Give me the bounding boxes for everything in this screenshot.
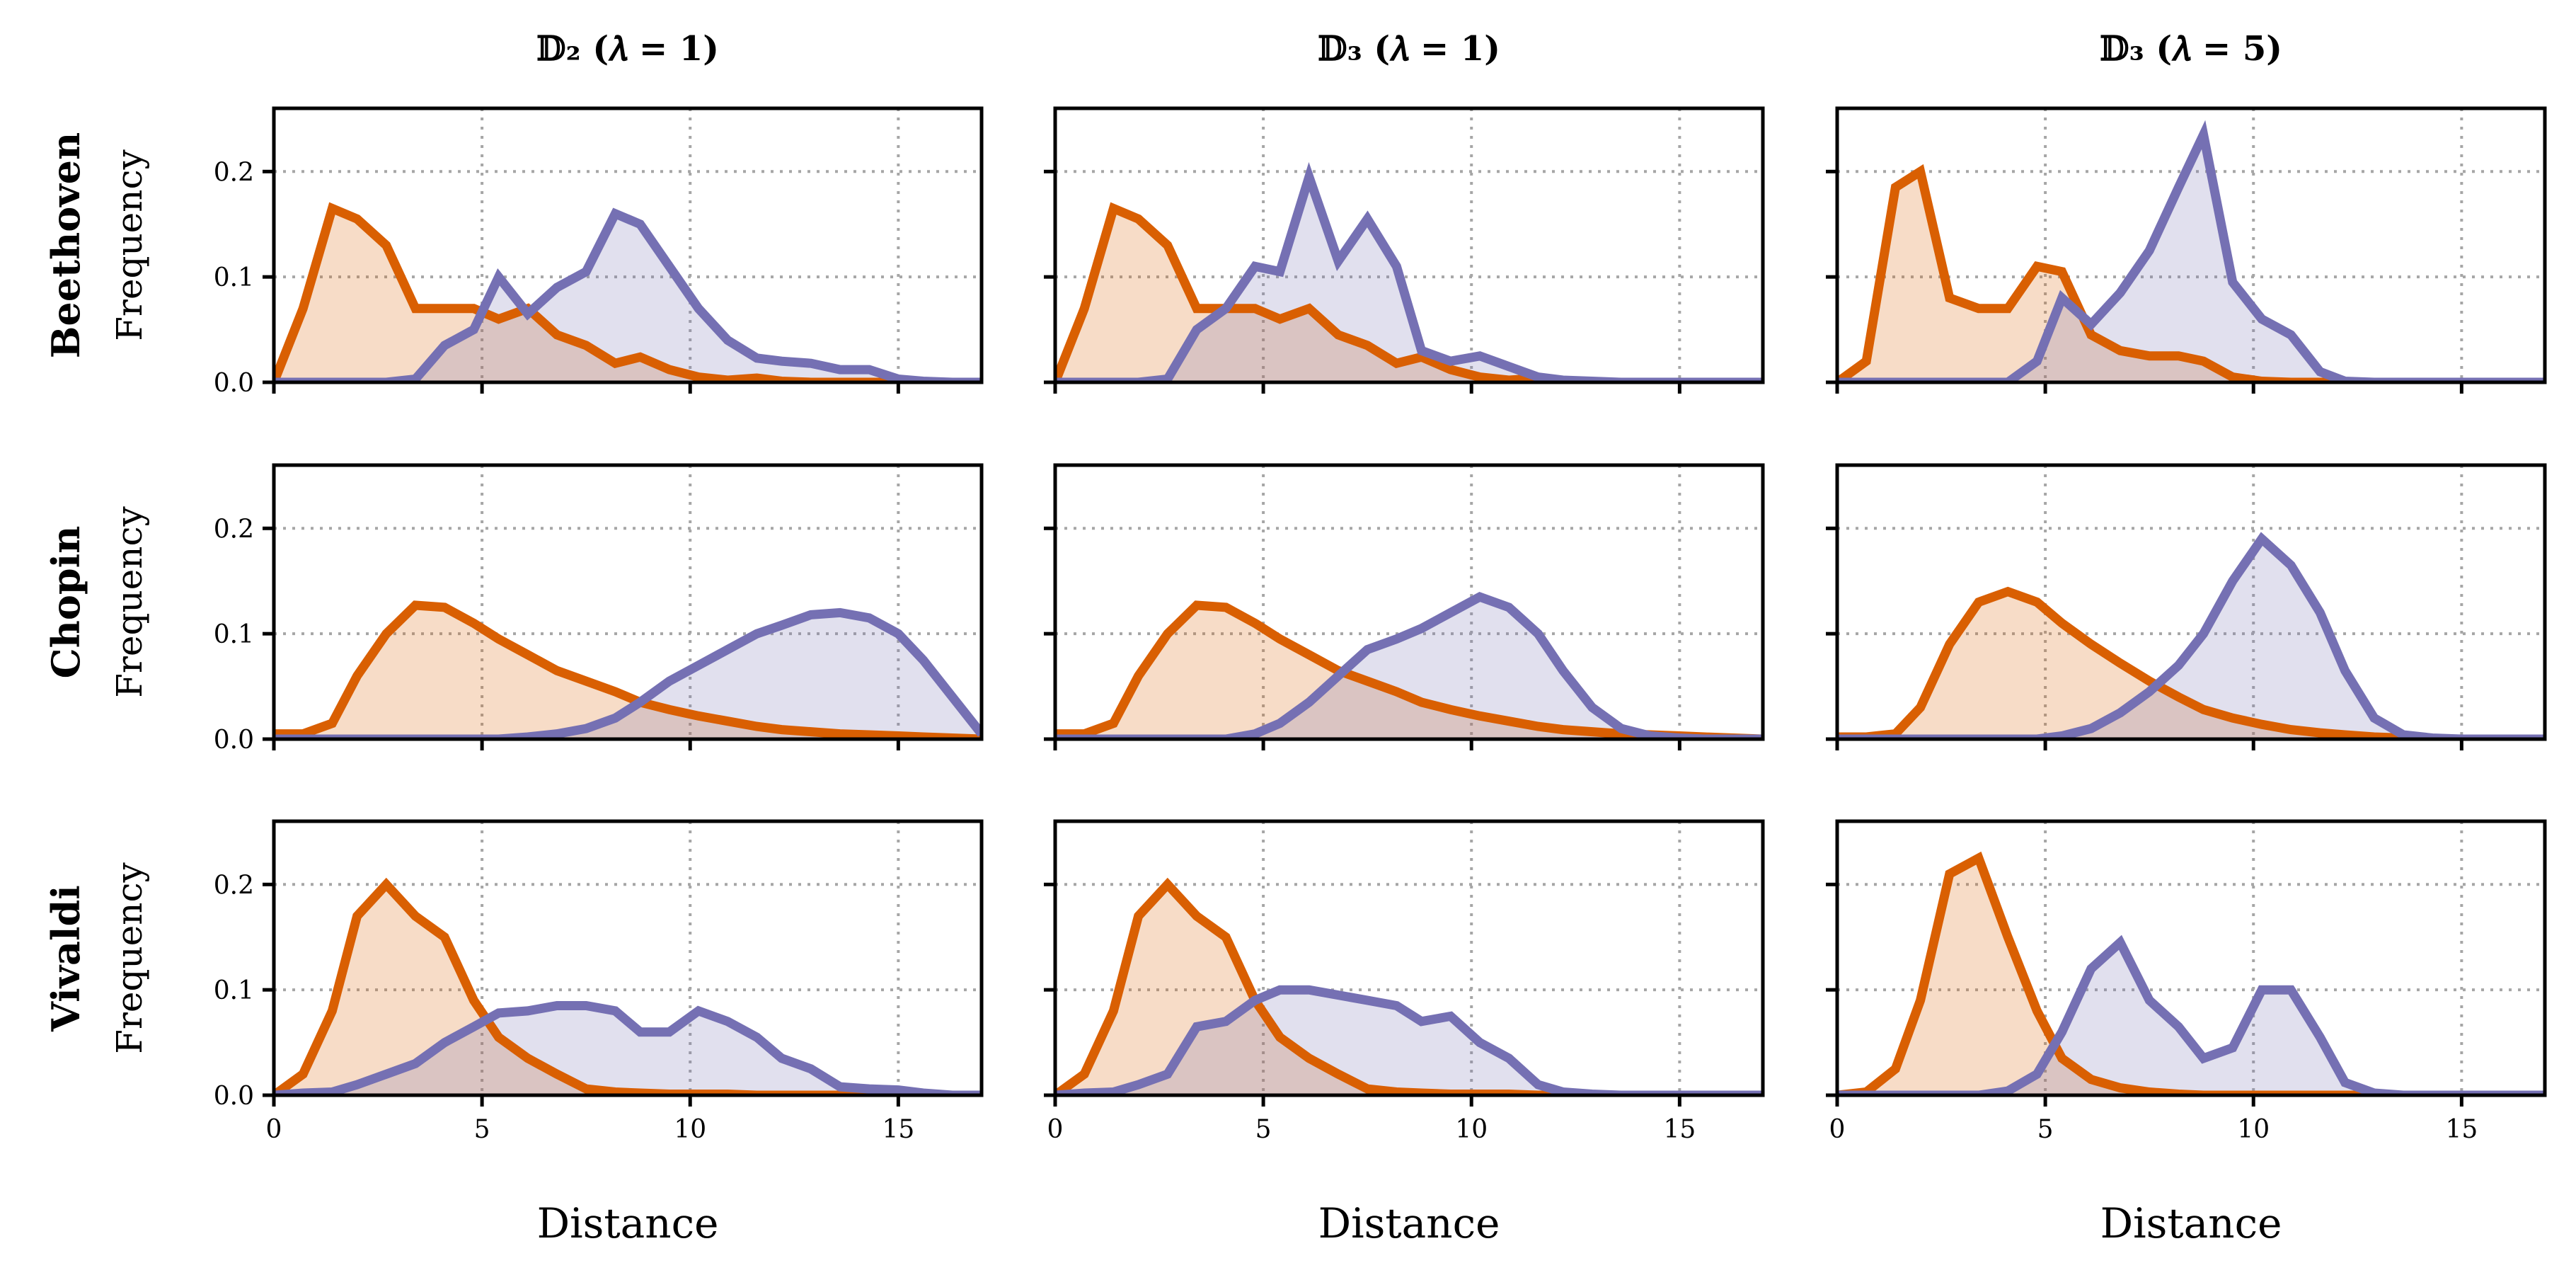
panel-frame <box>1835 463 2547 741</box>
x-tick-label: 15 <box>2445 1115 2478 1144</box>
series-1-line <box>274 202 982 382</box>
x-tick-label: 5 <box>2037 1115 2054 1144</box>
x-axis-label: Distance <box>537 1199 719 1247</box>
panel-frame <box>272 819 984 1097</box>
x-tick-label: 10 <box>2237 1115 2270 1144</box>
series-2-line <box>1837 935 2545 1095</box>
series-2-area <box>1837 942 2545 1095</box>
series-2-area <box>274 612 982 739</box>
y-tick-label: 0.2 <box>214 871 254 900</box>
series-1-line <box>1837 164 2545 382</box>
series-2-area <box>1837 135 2545 382</box>
column-title: 𝔻₃ (𝜆 = 1) <box>1318 29 1500 69</box>
series-1-area <box>274 605 982 739</box>
x-tick-label: 0 <box>266 1115 282 1144</box>
panel-frame <box>1053 819 1765 1097</box>
panel-r1-c1 <box>1044 463 1765 750</box>
series-2-line <box>1055 985 1763 1095</box>
panel-r2-c1: 0 5 10 15 <box>1044 819 1765 1144</box>
panel-frame <box>1053 106 1765 384</box>
series-1-area <box>1837 171 2545 382</box>
panel-frame <box>1835 819 2547 1097</box>
series-2-line <box>1055 592 1763 739</box>
x-tick-label: 15 <box>1663 1115 1696 1144</box>
y-tick-label: 0.0 <box>214 1082 254 1111</box>
series-2-area <box>1055 990 1763 1095</box>
column-title: 𝔻₂ (𝜆 = 1) <box>536 29 719 69</box>
panel-frame <box>272 463 984 741</box>
panel-r1-c2 <box>1826 463 2547 750</box>
panel-frame <box>272 106 984 384</box>
panel-r0-c1 <box>1044 106 1765 394</box>
series-1-area <box>1837 591 2545 739</box>
x-axis-label: Distance <box>1318 1199 1500 1247</box>
x-tick-label: 0 <box>1047 1115 1064 1144</box>
series-1-area <box>1055 605 1763 739</box>
x-tick-label: 15 <box>882 1115 914 1144</box>
labels-layer: 𝔻₂ (𝜆 = 1) 𝔻₃ (𝜆 = 1) 𝔻₃ (𝜆 = 5) Beethoven F… <box>43 29 2282 1247</box>
panel-r1-c0: 0.0 0.1 0.2 <box>214 463 984 755</box>
series-1-line <box>1055 877 1763 1095</box>
row-title: Beethoven <box>43 132 88 359</box>
x-tick-label: 5 <box>474 1115 490 1144</box>
series-1-line <box>274 600 982 739</box>
x-tick-label: 5 <box>1255 1115 1272 1144</box>
y-tick-label: 0.1 <box>214 976 254 1005</box>
x-tick-label: 0 <box>1829 1115 1846 1144</box>
series-2-area <box>1055 176 1763 382</box>
series-2-line <box>1055 161 1763 382</box>
row-title: Chopin <box>43 526 88 679</box>
series-1-area <box>1055 884 1763 1095</box>
y-axis-label: Frequency <box>109 149 150 341</box>
series-1-area <box>1837 858 2545 1095</box>
y-tick-label: 0.1 <box>214 263 254 292</box>
y-tick-label: 0.0 <box>214 726 254 755</box>
panel-r2-c2: 0 5 10 15 <box>1826 819 2547 1144</box>
series-2-line <box>1837 120 2545 382</box>
series-2-area <box>274 213 982 382</box>
series-1-area <box>1055 208 1763 382</box>
y-axis-label: Frequency <box>109 862 150 1054</box>
series-1-line <box>274 877 982 1095</box>
series-1-line <box>1055 202 1763 382</box>
x-tick-label: 10 <box>674 1115 706 1144</box>
panels-layer: 0.00.10.20.00.10.20 5 10 150.00.10.20 5 10 15 0… <box>214 106 2547 1144</box>
y-tick-label: 0.1 <box>214 620 254 649</box>
panel-frame <box>1835 106 2547 384</box>
panel-r0-c0: 0.0 0.1 0.2 <box>214 106 984 398</box>
column-title: 𝔻₃ (𝜆 = 5) <box>2100 29 2282 69</box>
y-tick-label: 0.2 <box>214 515 254 544</box>
series-2-area <box>274 1005 982 1095</box>
panel-r0-c2 <box>1826 106 2547 394</box>
series-2-line <box>274 607 982 739</box>
row-title: Vivaldi <box>43 885 88 1032</box>
y-tick-label: 0.2 <box>214 158 254 187</box>
panel-frame <box>1053 463 1765 741</box>
panel-r2-c0: 0 5 10 15 0.0 0.1 0.2 <box>214 819 984 1144</box>
x-axis-label: Distance <box>2100 1199 2282 1247</box>
series-2-line <box>274 1001 982 1095</box>
x-tick-label: 10 <box>1455 1115 1488 1144</box>
y-tick-label: 0.0 <box>214 369 254 398</box>
y-axis-label: Frequency <box>109 506 150 698</box>
